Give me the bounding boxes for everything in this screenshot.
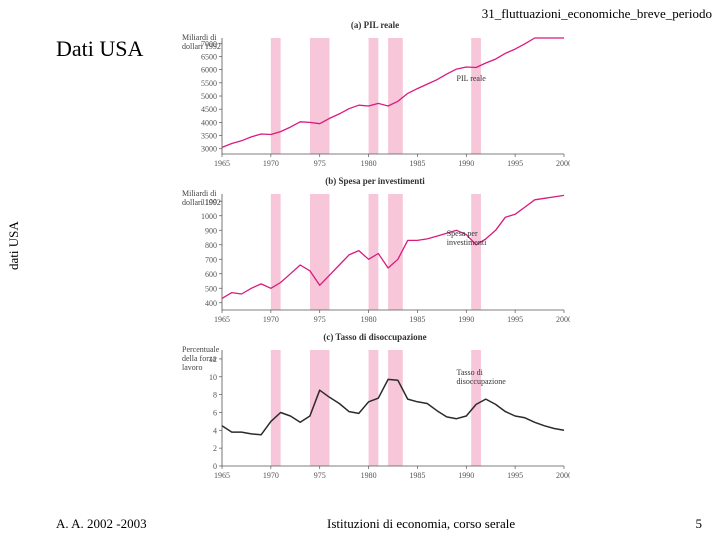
svg-text:600: 600 <box>205 270 217 279</box>
page-title: Dati USA <box>56 36 143 62</box>
series-label: Tasso didisoccupazione <box>457 368 506 386</box>
svg-text:1985: 1985 <box>409 315 425 324</box>
svg-text:0: 0 <box>213 462 217 471</box>
svg-text:400: 400 <box>205 299 217 308</box>
chart-plot: Miliardi didollari 1992 3000 3500 4000 4500 5… <box>180 32 570 172</box>
svg-text:975: 975 <box>314 315 326 324</box>
y-axis-label: Miliardi didollari 1992 <box>182 190 222 208</box>
svg-text:1970: 1970 <box>263 471 279 480</box>
svg-text:1990: 1990 <box>458 315 474 324</box>
svg-text:1995: 1995 <box>507 315 523 324</box>
svg-text:1965: 1965 <box>214 159 230 168</box>
svg-text:700: 700 <box>205 255 217 264</box>
chart-plot: Percentualedella forzalavoro024681012196… <box>180 344 570 484</box>
panel-title: (b) Spesa per investimenti <box>180 176 570 186</box>
footer-left: A. A. 2002 -2003 <box>56 516 147 532</box>
footer-center: Istituzioni di economia, corso serale <box>327 516 515 532</box>
svg-text:1965: 1965 <box>214 315 230 324</box>
svg-text:975: 975 <box>314 159 326 168</box>
svg-text:1970: 1970 <box>263 315 279 324</box>
side-label: dati USA <box>6 221 22 270</box>
charts-container: (a) PIL reale Miliardi didollari 1992 3000… <box>180 20 570 488</box>
svg-text:1990: 1990 <box>458 471 474 480</box>
svg-text:1965: 1965 <box>214 471 230 480</box>
chart-panel-2: (c) Tasso di disoccupazione Percentualede… <box>180 332 570 484</box>
svg-text:2: 2 <box>213 444 217 453</box>
svg-text:975: 975 <box>314 471 326 480</box>
svg-text:1985: 1985 <box>409 471 425 480</box>
svg-text:1985: 1985 <box>409 159 425 168</box>
svg-text:3500: 3500 <box>201 132 217 141</box>
svg-text:2000: 2000 <box>556 159 570 168</box>
svg-text:6: 6 <box>213 408 217 417</box>
panel-title: (c) Tasso di disoccupazione <box>180 332 570 342</box>
chart-panel-1: (b) Spesa per investimenti Miliardi didol… <box>180 176 570 328</box>
svg-text:1980: 1980 <box>361 159 377 168</box>
svg-text:2000: 2000 <box>556 471 570 480</box>
svg-text:1995: 1995 <box>507 471 523 480</box>
series-label: Spesa perinvestimenti <box>447 229 487 247</box>
svg-text:900: 900 <box>205 226 217 235</box>
svg-text:5500: 5500 <box>201 79 217 88</box>
svg-text:1980: 1980 <box>361 315 377 324</box>
chart-panel-0: (a) PIL reale Miliardi didollari 1992 3000… <box>180 20 570 172</box>
svg-text:2000: 2000 <box>556 315 570 324</box>
svg-text:1990: 1990 <box>458 159 474 168</box>
svg-text:6500: 6500 <box>201 52 217 61</box>
svg-text:4500: 4500 <box>201 105 217 114</box>
svg-text:800: 800 <box>205 241 217 250</box>
footer-right: 5 <box>695 516 702 532</box>
svg-text:5000: 5000 <box>201 92 217 101</box>
svg-text:3000: 3000 <box>201 145 217 154</box>
y-axis-label: Percentualedella forzalavoro <box>182 346 222 372</box>
svg-text:1970: 1970 <box>263 159 279 168</box>
panel-title: (a) PIL reale <box>180 20 570 30</box>
svg-text:8: 8 <box>213 391 217 400</box>
svg-text:6000: 6000 <box>201 66 217 75</box>
series-label: PIL reale <box>457 74 486 83</box>
footer: A. A. 2002 -2003 Istituzioni di economia… <box>0 516 720 532</box>
svg-text:10: 10 <box>209 373 217 382</box>
svg-text:4000: 4000 <box>201 118 217 127</box>
chart-plot: Miliardi didollari 1992 400 500 600 700 800 90… <box>180 188 570 328</box>
y-axis-label: Miliardi didollari 1992 <box>182 34 222 52</box>
svg-text:1995: 1995 <box>507 159 523 168</box>
svg-text:4: 4 <box>213 426 217 435</box>
svg-text:1980: 1980 <box>361 471 377 480</box>
svg-text:1000: 1000 <box>201 212 217 221</box>
svg-text:500: 500 <box>205 284 217 293</box>
